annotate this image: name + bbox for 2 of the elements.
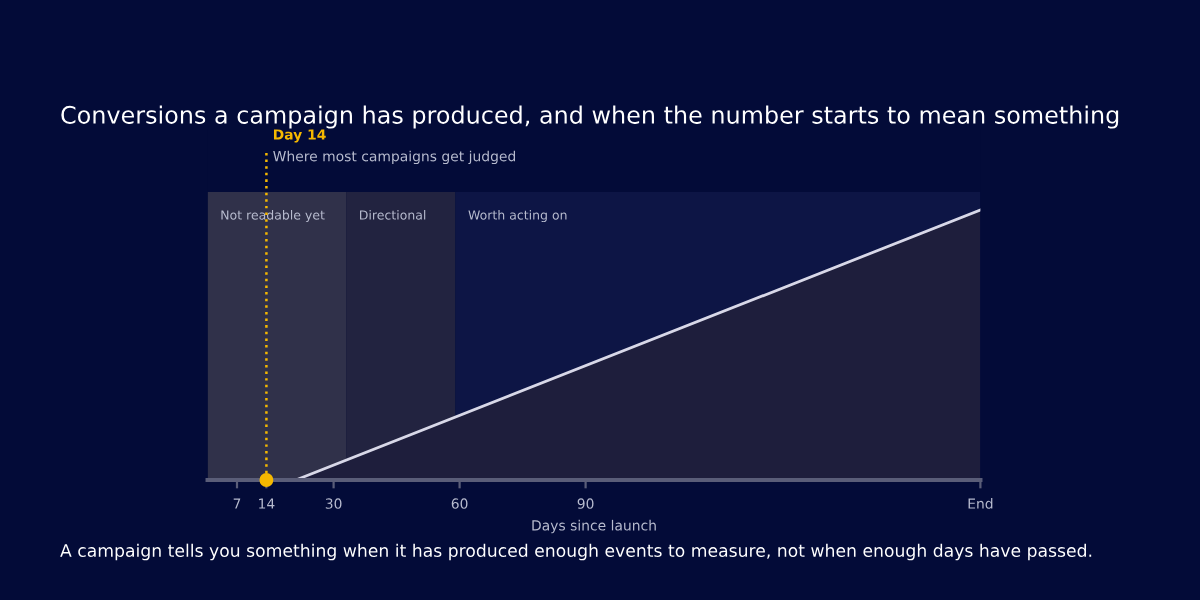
text: A campaign tells you something when it has produced enough events to measure, not when enough days have passed. bbox=[60, 543, 1092, 561]
chart-title: Conversions a campaign has produced, and when the number starts to mean something bbox=[61, 105, 1119, 129]
